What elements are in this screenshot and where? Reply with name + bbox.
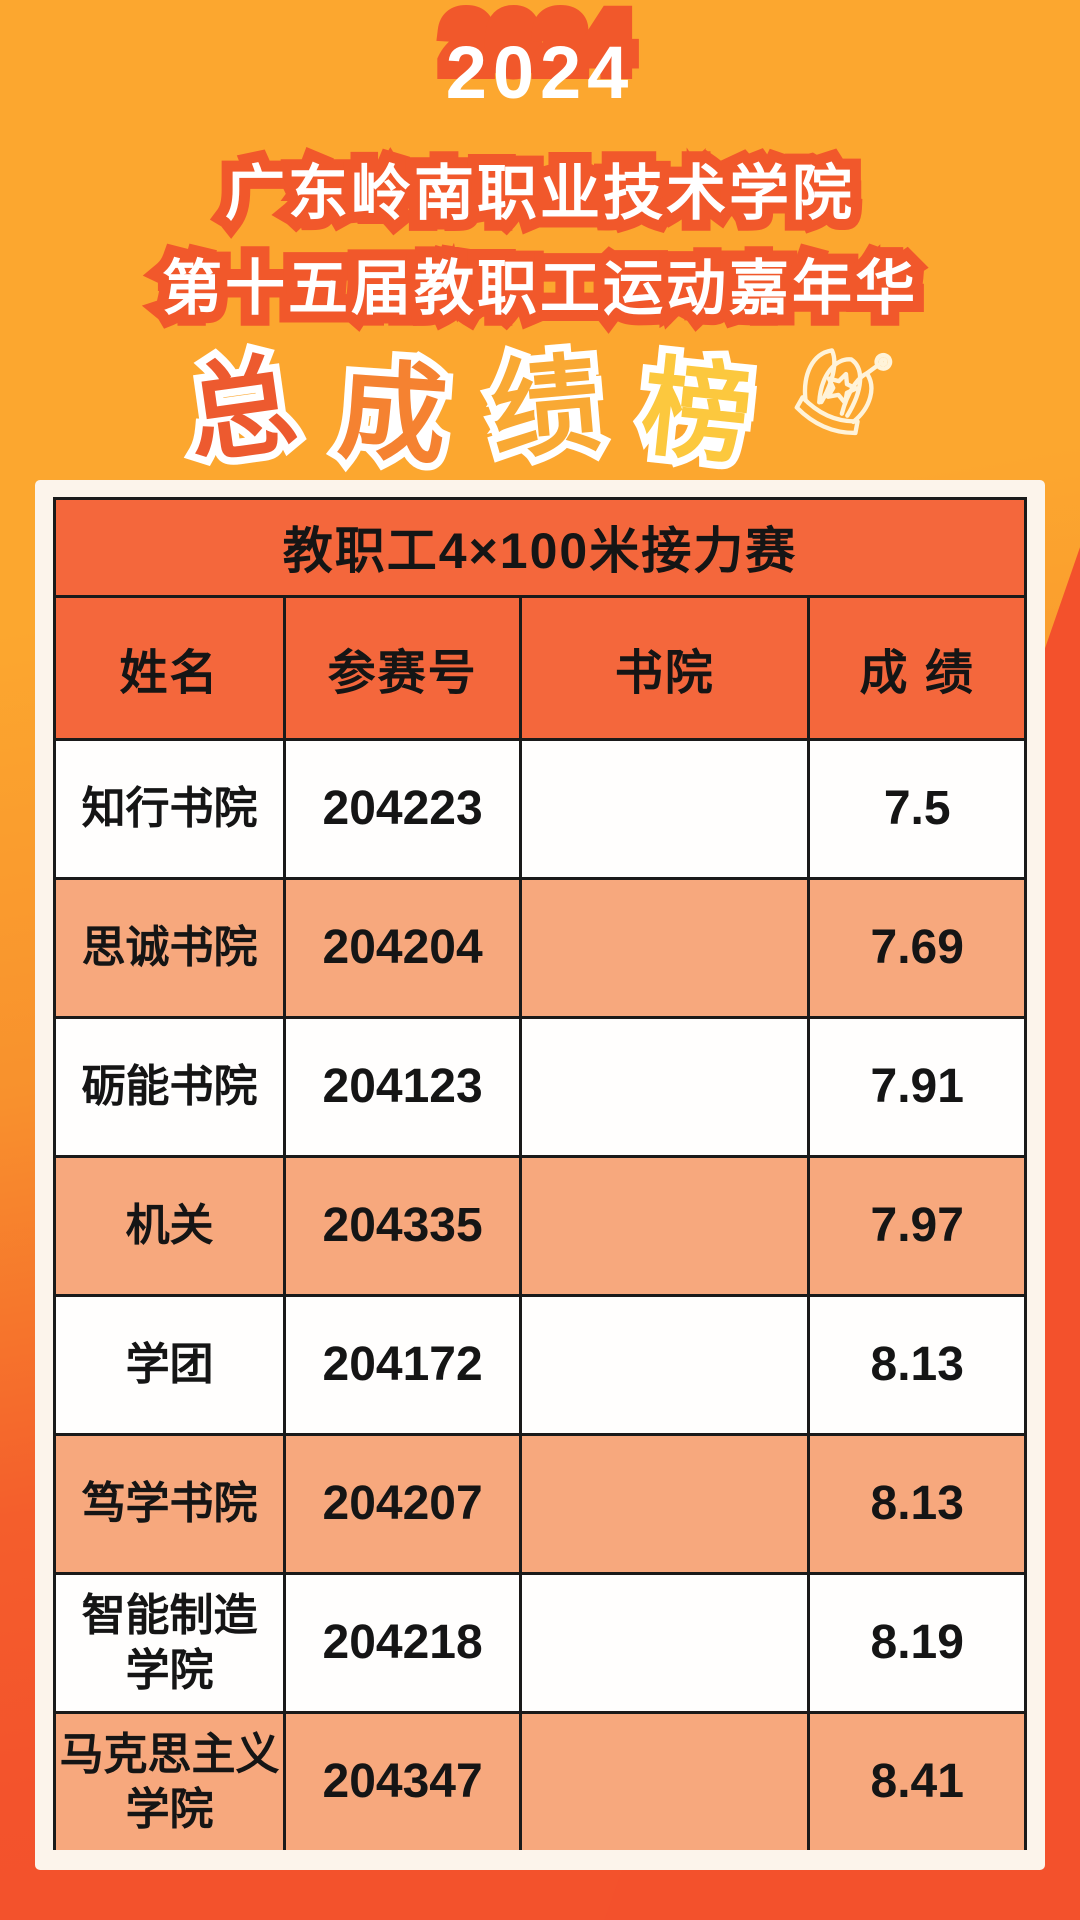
number-cell: 204218 — [283, 1571, 523, 1714]
table-title: 教职工4×100米接力赛 — [53, 496, 1027, 598]
college-cell — [519, 1571, 811, 1714]
score-cell: 7.5 — [807, 737, 1027, 880]
scoreboard-title: 总 成 绩 榜 — [179, 342, 758, 478]
name-cell: 砺能书院 — [52, 1015, 287, 1158]
table-row: 马克思主义 学院 204347 8.41 — [52, 1710, 1027, 1850]
name-cell: 智能制造 学院 — [52, 1571, 287, 1714]
scoreboard-char: 榜 — [636, 346, 756, 478]
college-cell — [519, 737, 811, 880]
scoreboard-heading: 总 成 绩 榜 — [0, 342, 1080, 478]
column-header-college: 书院 — [519, 594, 811, 741]
results-table-card: 教职工4×100米接力赛 姓名 参赛号 书院 成 绩 知行书院 204223 7… — [35, 479, 1045, 1870]
college-cell — [519, 1154, 811, 1297]
name-cell: 马克思主义 学院 — [52, 1710, 287, 1850]
college-cell — [519, 1710, 811, 1850]
score-cell: 8.19 — [807, 1571, 1027, 1714]
college-cell — [519, 1293, 811, 1436]
name-cell: 思诚书院 — [52, 876, 287, 1019]
scoreboard-char: 绩 — [486, 343, 604, 473]
table-row: 智能制造 学院 204218 8.19 — [52, 1571, 1027, 1714]
column-header-score: 成 绩 — [807, 594, 1027, 741]
name-cell: 知行书院 — [52, 737, 287, 880]
score-cell: 8.41 — [807, 1710, 1027, 1850]
scoreboard-char: 成 — [334, 349, 450, 477]
number-cell: 204335 — [283, 1154, 523, 1297]
table-title-row: 教职工4×100米接力赛 — [53, 496, 1027, 598]
score-cell: 8.13 — [807, 1432, 1027, 1575]
number-cell: 204204 — [283, 876, 523, 1019]
table-row: 思诚书院 204204 7.69 — [52, 876, 1027, 1019]
event-title: 第十五届教职工运动嘉年华 — [0, 254, 1080, 323]
number-cell: 204347 — [283, 1710, 523, 1850]
name-cell: 学团 — [52, 1293, 287, 1436]
column-header-name: 姓名 — [52, 594, 287, 741]
number-cell: 204207 — [283, 1432, 523, 1575]
column-header-number: 参赛号 — [283, 594, 523, 741]
table-row: 笃学书院 204207 8.13 — [52, 1432, 1027, 1575]
name-cell: 笃学书院 — [52, 1432, 287, 1575]
number-cell: 204223 — [283, 737, 523, 880]
column-header-row: 姓名 参赛号 书院 成 绩 — [52, 594, 1027, 741]
score-cell: 7.97 — [807, 1154, 1027, 1297]
name-cell: 机关 — [52, 1154, 287, 1297]
number-cell: 204123 — [283, 1015, 523, 1158]
score-cell: 7.91 — [807, 1015, 1027, 1158]
year-title: 2024 — [0, 0, 1080, 115]
table-row: 砺能书院 204123 7.91 — [52, 1015, 1027, 1158]
college-cell — [519, 1432, 811, 1575]
score-cell: 8.13 — [807, 1293, 1027, 1436]
college-cell — [519, 1015, 811, 1158]
results-table: 教职工4×100米接力赛 姓名 参赛号 书院 成 绩 知行书院 204223 7… — [52, 496, 1027, 1850]
crown-icon — [794, 348, 893, 436]
college-cell — [519, 876, 811, 1019]
table-row: 知行书院 204223 7.5 — [52, 737, 1027, 880]
table-row: 学团 204172 8.13 — [52, 1293, 1027, 1436]
scoreboard-char: 总 — [179, 342, 303, 477]
table-row: 机关 204335 7.97 — [52, 1154, 1027, 1297]
school-title: 广东岭南职业技术学院 — [0, 159, 1080, 228]
number-cell: 204172 — [283, 1293, 523, 1436]
score-cell: 7.69 — [807, 876, 1027, 1019]
